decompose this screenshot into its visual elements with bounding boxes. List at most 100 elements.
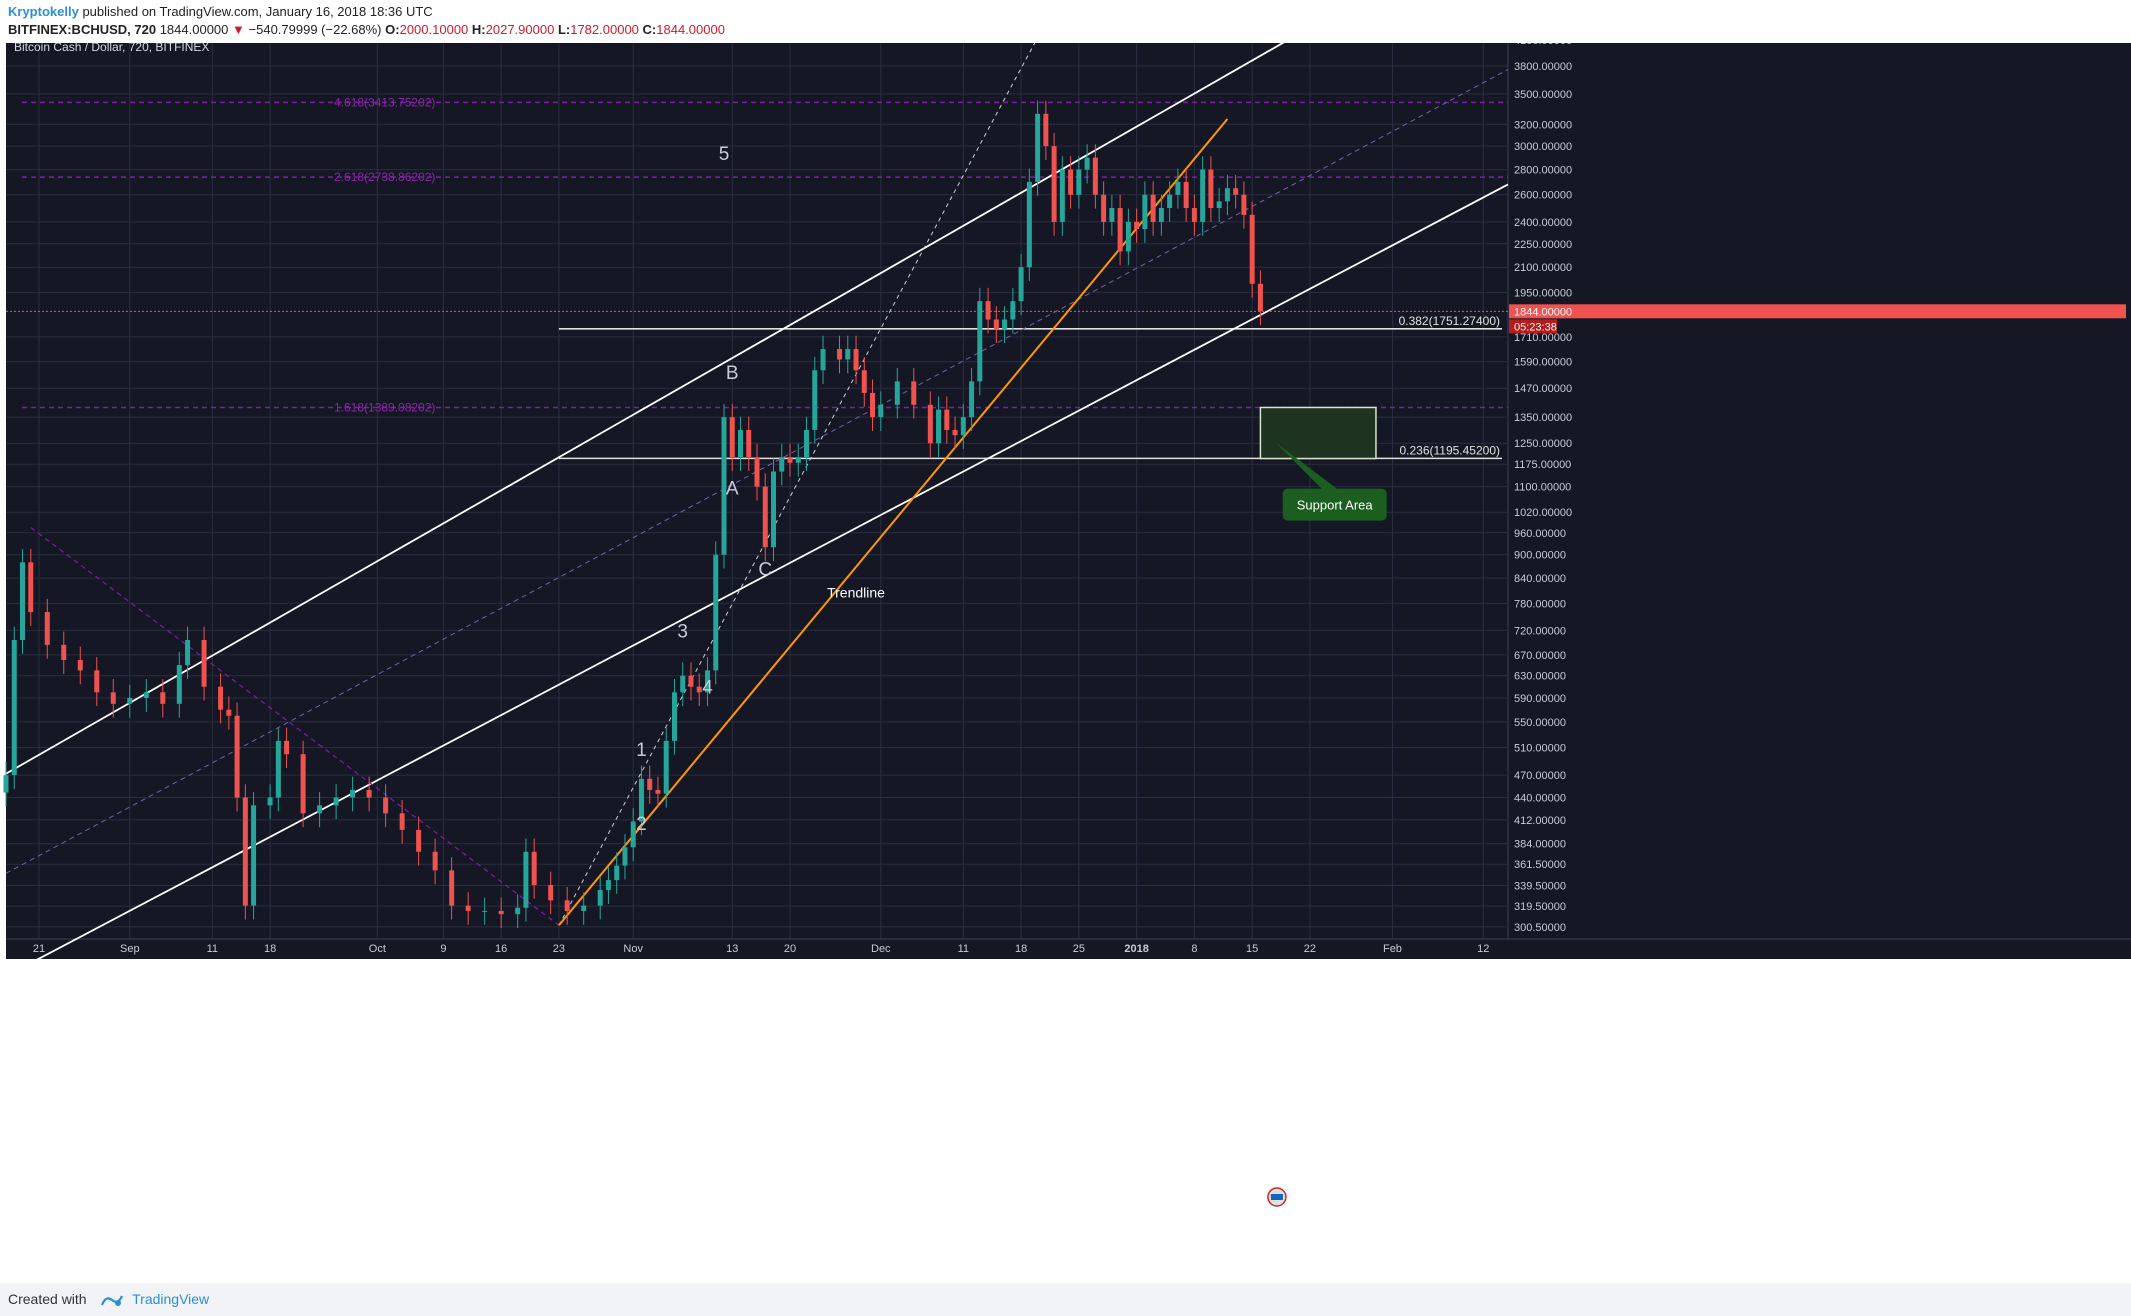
candle-body	[300, 754, 306, 814]
candle-body	[399, 813, 405, 830]
wave-label: C	[758, 559, 772, 580]
price-tick-label: 384.00000	[1514, 839, 1566, 851]
candle-body	[251, 805, 257, 906]
support-callout-pointer	[1274, 441, 1341, 492]
candle-body	[787, 457, 793, 463]
candle-body	[894, 381, 900, 405]
author-link[interactable]: Kryptokelly	[8, 4, 79, 19]
wave-label: A	[726, 478, 739, 499]
candle-body	[1200, 169, 1206, 222]
time-tick-label: Feb	[1383, 943, 1402, 955]
support-callout-box	[1282, 488, 1387, 521]
time-tick-label: 18	[1015, 943, 1027, 955]
candle-body	[680, 675, 686, 693]
candle-body	[713, 554, 719, 671]
candle-body	[878, 404, 884, 418]
price-tick-label: 1350.00000	[1514, 412, 1572, 424]
candle-body	[127, 697, 133, 704]
price-tick-label: 1250.00000	[1514, 438, 1572, 450]
candle-body	[234, 715, 240, 798]
time-tick-label: 25	[1073, 943, 1085, 955]
price-chart[interactable]: 4100.00000 3800.00000 3500.00000 3200.00000…	[0, 32, 2131, 1283]
publish-info: Kryptokelly published on TradingView.com…	[8, 4, 433, 19]
retracement-label: 0.382(1751.27400)	[1399, 314, 1500, 328]
candle-body	[1150, 194, 1156, 222]
price-tick-label: 550.00000	[1514, 717, 1566, 729]
open-label: O:	[385, 22, 400, 37]
candle-body	[275, 740, 281, 798]
open-value: 2000.10000	[399, 22, 469, 37]
fib-level-label: 2.618(2738.86202)	[334, 170, 435, 184]
candle-body	[531, 851, 537, 886]
candle-body	[1043, 113, 1049, 147]
candle-body	[936, 409, 942, 444]
candle-body	[383, 797, 389, 814]
time-tick-label: 22	[1304, 943, 1316, 955]
wave-label: 1	[636, 740, 647, 761]
time-tick-label: 11	[958, 943, 969, 955]
fib-extension-levels: 4.618(3413.75202) 2.618(2738.86202) 1.618(…	[22, 95, 1508, 414]
channel-median-line	[5, 69, 1509, 874]
candle-body	[630, 821, 636, 848]
price-tick-label: 1590.00000	[1514, 357, 1572, 369]
candle-body	[218, 686, 224, 710]
price-tick-label: 1020.00000	[1514, 507, 1572, 519]
tradingview-brand-link[interactable]: TradingView	[132, 1291, 210, 1307]
wave-label: 3	[677, 622, 688, 643]
price-tick-label: 1100.00000	[1514, 482, 1571, 494]
candle-body	[1117, 208, 1123, 252]
close-value: 1844.00000	[656, 22, 725, 37]
countdown-badge	[1509, 319, 1557, 334]
candle-body	[993, 319, 999, 330]
time-axis-ticks: 21 Sep 11 18 Oct 9 16 23 Nov 13 20 Dec 11 18 25 2018 8 15…	[33, 32, 1489, 955]
candle-body	[1026, 181, 1032, 268]
time-tick-label: 2018	[1124, 943, 1148, 955]
price-tick-label: 1710.00000	[1514, 332, 1572, 344]
candle-body	[94, 670, 100, 693]
candle-body	[944, 409, 950, 430]
candle-body	[1134, 221, 1140, 230]
chart-title: Bitcoin Cash / Dollar, 720, BITFINEX	[14, 43, 209, 54]
candle-body	[671, 692, 677, 741]
candle-body	[746, 429, 752, 458]
candle-body	[622, 847, 628, 866]
channel-lower-line	[5, 183, 1509, 977]
candle-body	[729, 417, 735, 458]
candle-body	[1224, 188, 1230, 202]
candle-body	[1109, 208, 1115, 222]
price-tick-label: 1950.00000	[1514, 287, 1572, 299]
candle-body	[721, 417, 727, 555]
candle-body	[1035, 113, 1041, 182]
candle-body	[185, 639, 191, 666]
candle-body	[498, 910, 504, 915]
candle-body	[820, 349, 826, 371]
candle-body	[1191, 208, 1197, 222]
close-label: C:	[642, 22, 657, 37]
candle-body	[696, 686, 702, 693]
price-tick-label: 2600.00000	[1514, 190, 1572, 202]
candle-body	[366, 789, 372, 798]
price-tick-label: 3800.00000	[1514, 61, 1572, 73]
candle-body	[28, 562, 34, 613]
candle-body	[143, 692, 149, 698]
price-tick-label: 960.00000	[1514, 528, 1566, 540]
candle-body	[201, 639, 207, 687]
price-tick-label: 630.00000	[1514, 671, 1566, 683]
candle-body	[960, 417, 966, 436]
candle-body	[1249, 214, 1255, 284]
candles	[3, 100, 1263, 929]
price-tick-label: 3200.00000	[1514, 119, 1572, 131]
price-tick-label: 510.00000	[1514, 742, 1566, 754]
high-label: H:	[471, 22, 486, 37]
candle-body	[482, 910, 488, 912]
chart-container[interactable]: 4100.00000 3800.00000 3500.00000 3200.00000…	[0, 32, 2131, 1283]
time-tick-label: Oct	[369, 943, 386, 955]
price-tick-label: 1175.00000	[1514, 459, 1571, 471]
low-label: L:	[557, 22, 571, 37]
publish-header: Kryptokelly published on TradingView.com…	[0, 0, 2131, 43]
price-tick-label: 2400.00000	[1514, 217, 1572, 229]
tradingview-logo-icon	[101, 1295, 124, 1307]
candle-body	[655, 789, 661, 794]
candle-body	[160, 692, 166, 704]
candle-body	[927, 404, 933, 444]
